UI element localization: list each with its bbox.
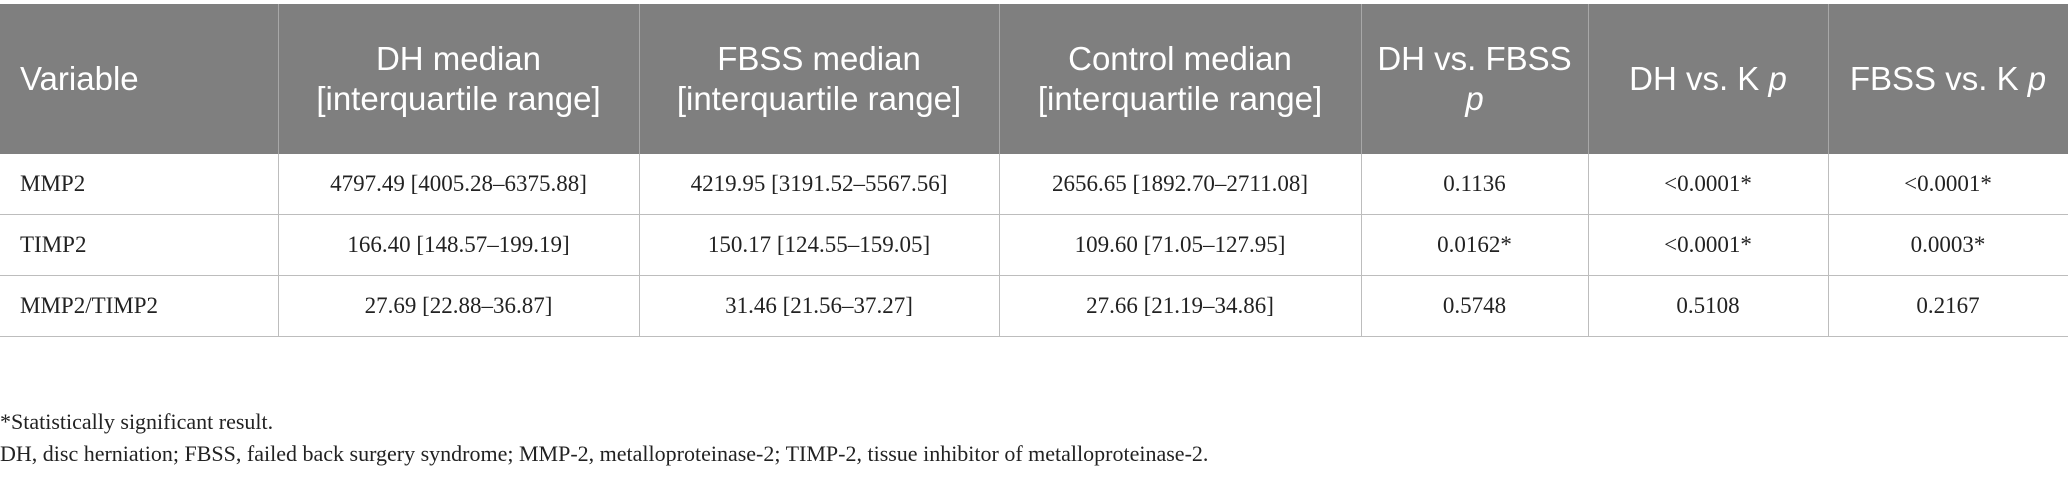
table-row: TIMP2 166.40 [148.57–199.19] 150.17 [124…: [0, 214, 2068, 276]
cell-dh-vs-fbss-p: 0.5748: [1360, 275, 1588, 337]
cell-fbss-median: 31.46 [21.56–37.27]: [638, 275, 999, 337]
cell-dh-vs-k-p: 0.5108: [1587, 275, 1828, 337]
abbreviations-footnote: DH, disc herniation; FBSS, failed back s…: [0, 441, 1209, 466]
cell-dh-median: 4797.49 [4005.28–6375.88]: [277, 154, 639, 215]
header-control-median: Control median [interquartile range]: [998, 4, 1361, 154]
cell-dh-vs-fbss-p: 0.1136: [1360, 154, 1588, 215]
cell-control-median: 27.66 [21.19–34.86]: [998, 275, 1361, 337]
cell-dh-vs-fbss-p: 0.0162*: [1360, 214, 1588, 276]
cell-fbss-median: 150.17 [124.55–159.05]: [638, 214, 999, 276]
cell-dh-vs-k-p: <0.0001*: [1587, 154, 1828, 215]
header-row: Variable DH median [interquartile range]…: [0, 4, 2068, 154]
cell-fbss-vs-k-p: <0.0001*: [1827, 154, 2068, 215]
cell-variable: TIMP2: [0, 214, 278, 276]
header-variable: Variable: [0, 4, 278, 154]
results-table: Variable DH median [interquartile range]…: [0, 4, 2068, 337]
cell-fbss-vs-k-p: 0.2167: [1827, 275, 2068, 337]
significance-footnote: *Statistically significant result.: [0, 409, 274, 434]
cell-dh-median: 27.69 [22.88–36.87]: [277, 275, 639, 337]
header-fbss-vs-k-p: FBSS vs. K p: [1827, 4, 2068, 154]
table-row: MMP2 4797.49 [4005.28–6375.88] 4219.95 […: [0, 154, 2068, 215]
cell-control-median: 2656.65 [1892.70–2711.08]: [998, 154, 1361, 215]
header-fbss-median: FBSS median [interquartile range]: [638, 4, 999, 154]
table-row: MMP2/TIMP2 27.69 [22.88–36.87] 31.46 [21…: [0, 275, 2068, 337]
cell-dh-median: 166.40 [148.57–199.19]: [277, 214, 639, 276]
table-footnotes: *Statistically significant result. DH, d…: [0, 406, 1208, 470]
header-dh-vs-fbss-p: DH vs. FBSS p: [1360, 4, 1588, 154]
cell-dh-vs-k-p: <0.0001*: [1587, 214, 1828, 276]
header-dh-vs-k-p: DH vs. K p: [1587, 4, 1828, 154]
cell-variable: MMP2/TIMP2: [0, 275, 278, 337]
cell-fbss-median: 4219.95 [3191.52–5567.56]: [638, 154, 999, 215]
cell-fbss-vs-k-p: 0.0003*: [1827, 214, 2068, 276]
cell-control-median: 109.60 [71.05–127.95]: [998, 214, 1361, 276]
cell-variable: MMP2: [0, 154, 278, 215]
header-dh-median: DH median [interquartile range]: [277, 4, 639, 154]
